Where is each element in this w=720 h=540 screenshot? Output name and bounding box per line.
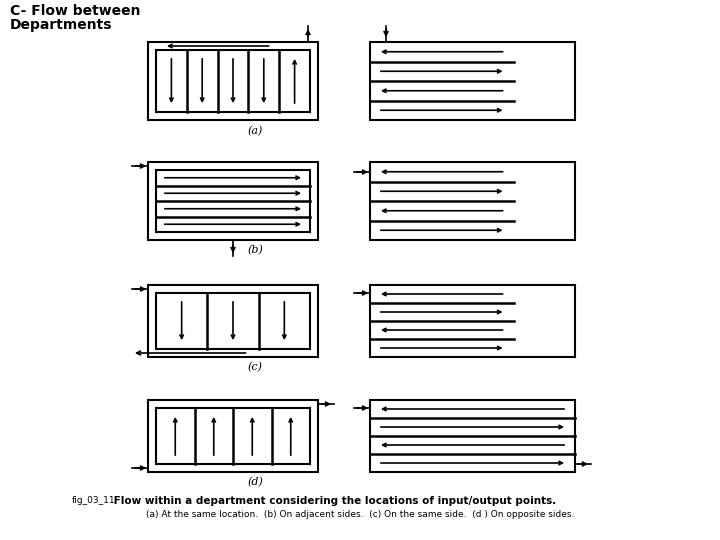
Bar <box>156 50 310 112</box>
Bar <box>156 408 310 464</box>
Text: Flow within a department considering the locations of input/output points.: Flow within a department considering the… <box>110 496 557 506</box>
Text: (c): (c) <box>248 362 263 372</box>
Bar <box>370 162 575 240</box>
Bar <box>370 42 575 120</box>
Text: (b): (b) <box>247 245 263 255</box>
Bar <box>148 162 318 240</box>
Text: (a): (a) <box>247 126 263 136</box>
Bar <box>156 170 310 232</box>
Bar <box>156 293 310 349</box>
Bar <box>148 285 318 357</box>
Bar <box>370 285 575 357</box>
Bar <box>148 42 318 120</box>
Text: fig_03_11: fig_03_11 <box>72 496 116 505</box>
Text: (a) At the same location.  (b) On adjacent sides.  (c) On the same side.  (d ) O: (a) At the same location. (b) On adjacen… <box>146 510 574 519</box>
Bar <box>148 400 318 472</box>
Text: (d): (d) <box>247 477 263 487</box>
Text: C- Flow between: C- Flow between <box>10 4 140 18</box>
Text: Departments: Departments <box>10 18 112 32</box>
Bar <box>370 400 575 472</box>
